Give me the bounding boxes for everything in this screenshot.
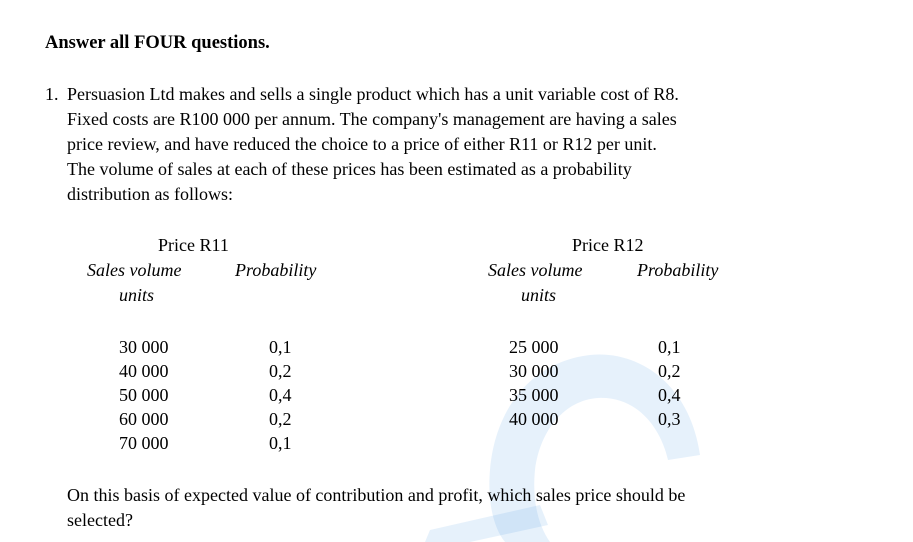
instruction-heading: Answer all FOUR questions. — [45, 33, 270, 53]
table-r11-probability: 0,4 — [269, 385, 292, 405]
table-r11-volume: 70 000 — [119, 433, 169, 453]
table-r11-probability: 0,1 — [269, 337, 292, 357]
table-r12-title: Price R12 — [572, 235, 644, 255]
table-r12-volume-header: Sales volume — [488, 260, 583, 280]
table-r12-probability: 0,1 — [658, 337, 681, 357]
table-r11-probability: 0,2 — [269, 409, 292, 429]
question-prompt-line-1: On this basis of expected value of contr… — [67, 485, 686, 505]
table-r12-volume: 40 000 — [509, 409, 559, 429]
table-r11-volume: 60 000 — [119, 409, 169, 429]
table-r12-volume: 35 000 — [509, 385, 559, 405]
table-r11-volume: 50 000 — [119, 385, 169, 405]
question-line-5: distribution as follows: — [67, 184, 233, 204]
question-line-4: The volume of sales at each of these pri… — [67, 159, 632, 179]
table-r11-volume: 30 000 — [119, 337, 169, 357]
table-r11-probability: 0,2 — [269, 361, 292, 381]
question-prompt-line-2: selected? — [67, 510, 133, 530]
table-r12-probability: 0,4 — [658, 385, 681, 405]
table-r12-volume: 30 000 — [509, 361, 559, 381]
question-line-1: Persuasion Ltd makes and sells a single … — [67, 84, 679, 104]
question-line-2: Fixed costs are R100 000 per annum. The … — [67, 109, 677, 129]
table-r11-probability-header: Probability — [235, 260, 317, 280]
table-r12-volume-units: units — [521, 285, 557, 305]
question-line-3: price review, and have reduced the choic… — [67, 134, 657, 154]
table-r11-volume: 40 000 — [119, 361, 169, 381]
table-r11-title: Price R11 — [158, 235, 229, 255]
table-r11-volume-units: units — [119, 285, 155, 305]
table-r12-probability-header: Probability — [637, 260, 719, 280]
table-r12-probability: 0,2 — [658, 361, 681, 381]
table-r12-volume: 25 000 — [509, 337, 559, 357]
table-r11-probability: 0,1 — [269, 433, 292, 453]
table-r12-probability: 0,3 — [658, 409, 681, 429]
question-number: 1. — [45, 84, 59, 104]
table-r11-volume-header: Sales volume — [87, 260, 182, 280]
